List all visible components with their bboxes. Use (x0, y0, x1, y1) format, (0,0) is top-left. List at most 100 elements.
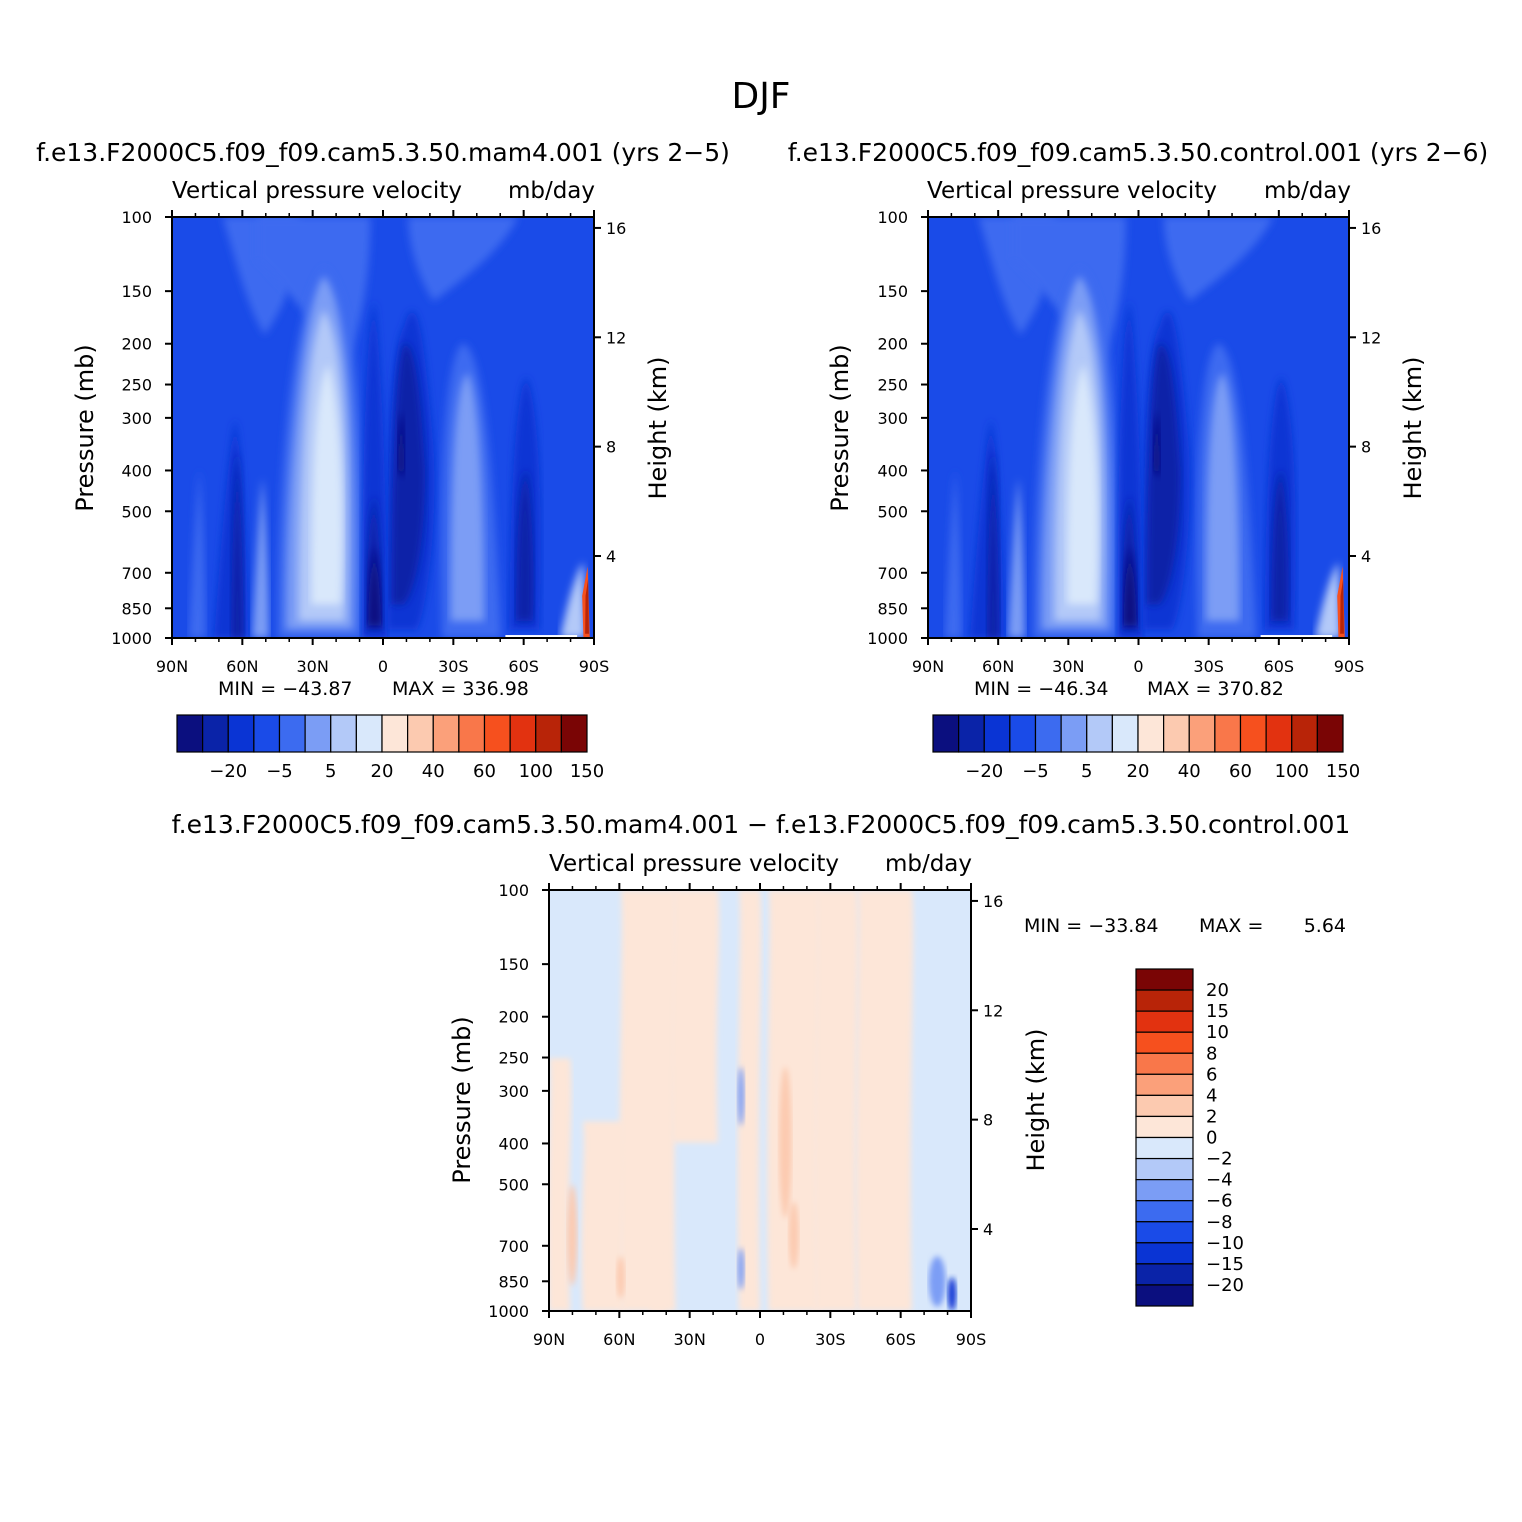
panel2-colorbar-box (1111, 714, 1139, 753)
panel2-ytick-label: 150 (877, 282, 908, 301)
panel3-contour-anomaly (788, 1201, 799, 1269)
panel1-colorbar-label: 100 (519, 761, 553, 782)
panel1-ytick-label: 200 (121, 335, 152, 354)
panel2-y2tick-label: 12 (1361, 328, 1381, 347)
panel3-colorbar-label: 0 (1206, 1128, 1217, 1149)
panel3-contour-positive (649, 1100, 669, 1311)
panel3-contour-positive (670, 890, 720, 1143)
panel3-colorbar-label: 8 (1206, 1043, 1217, 1064)
panel3-ylabel: Pressure (mb) (448, 1016, 476, 1183)
panel3-contour-positive (619, 890, 677, 1311)
panel1-ytick-label: 850 (121, 599, 152, 618)
panel3-contour-anomaly (928, 1256, 946, 1307)
panel2-ytick-label: 100 (877, 208, 908, 227)
panel3-y2tick-label: 8 (983, 1111, 993, 1130)
panel2-contour-core (1153, 410, 1160, 479)
panel2-colorbar-label: 150 (1326, 761, 1360, 782)
panel3-colorbar-label: −20 (1206, 1275, 1244, 1296)
panel3-colorbar-label: 15 (1206, 1001, 1229, 1022)
panel1-contour-core (368, 545, 381, 626)
panel1-contour-core (515, 469, 534, 622)
panel2-y2tick-label: 8 (1361, 438, 1371, 457)
panel3-ytick-label: 1000 (488, 1302, 529, 1321)
panel3-contour-anomaly (947, 1277, 957, 1311)
panel1-colorbar-box (509, 714, 537, 753)
panel2-ticks: 100 150 200 250 300 400 500 700 850 1000 16 12 8 4 90N… (867, 208, 1381, 676)
panel1-colorbar-label: 150 (570, 761, 604, 782)
panel3-colorbar-box (1135, 1073, 1194, 1096)
panel2-mask-strip (1260, 635, 1333, 638)
panel1-colorbar-label: 60 (473, 761, 496, 782)
panel1-xtick-label: 60S (508, 657, 539, 676)
panel2-colorbar-box (1009, 714, 1037, 753)
panel1-contour-streak (188, 469, 206, 638)
panel3-colorbar-label: 10 (1206, 1022, 1229, 1043)
panel1-ticks: 100 150 200 250 300 400 500 700 850 1000 16 12 8 4 90N… (111, 208, 626, 676)
panel2-colorbar-label: 5 (1081, 761, 1092, 782)
panel3-xtick-label: 0 (755, 1330, 765, 1349)
panel2-ytick-label: 250 (877, 376, 908, 395)
panel3-title: Vertical pressure velocity (549, 851, 839, 877)
panel3-colorbar-label: 4 (1206, 1085, 1217, 1106)
panel3-colorbar-label: −6 (1206, 1191, 1233, 1212)
panel1-min-label: MIN = −43.87 (218, 678, 353, 700)
panel3-colorbar-label: −15 (1206, 1254, 1244, 1275)
panel3-colorbar-box (1135, 1157, 1194, 1181)
panel2-contour-rim (1315, 562, 1341, 638)
panel3-contour-positive (737, 890, 762, 1311)
panel2-contour-plume (1205, 372, 1240, 622)
panel2-colorbar-box (1086, 714, 1113, 753)
panel2-ytick-label: 200 (877, 335, 908, 354)
panel3-contour-anomaly (737, 1066, 745, 1126)
panel1-colorbar-box (535, 714, 562, 753)
panel3-max-label: MAX = (1199, 915, 1263, 937)
panel1-mask-strip (505, 635, 578, 638)
panel2-units: mb/day (1264, 178, 1351, 204)
panel1-colorbar-box (355, 714, 383, 753)
panel1-colorbar-box (176, 714, 204, 753)
panel1-ytick-label: 100 (121, 208, 152, 227)
panel3-min-label: MIN = −33.84 (1024, 915, 1159, 937)
panel3-ytick-label: 250 (498, 1049, 529, 1068)
panel1-colorbar: −20 −5 5 20 40 60 100 150 (176, 714, 604, 782)
panel1-units: mb/day (508, 178, 595, 204)
panel1-contour-streak (252, 478, 270, 638)
panel1-y2tick-label: 12 (606, 328, 626, 347)
panel1-max-label: MAX = 336.98 (392, 678, 529, 700)
panel2-ytick-label: 400 (877, 461, 908, 480)
panel1-ytick-label: 250 (121, 376, 152, 395)
panel2-title: Vertical pressure velocity (927, 178, 1217, 204)
panel1-y2tick-label: 8 (606, 438, 616, 457)
panel3-contour-positive (767, 890, 821, 1311)
panel2-min-label: MIN = −46.34 (974, 678, 1109, 700)
panel1-contour-rim (560, 562, 586, 638)
panel3-colorbar-box (1135, 1115, 1194, 1139)
panel3-contour-positive (813, 890, 859, 1311)
panel2-ytick-label: 500 (877, 502, 908, 521)
panel3-contour-positive (549, 1058, 572, 1311)
panel3-ytick-label: 300 (498, 1082, 529, 1101)
panel3-colorbar-box (1135, 1221, 1194, 1244)
panel3-ytick-label: 100 (498, 881, 529, 900)
panel2-contour-streak (944, 469, 962, 638)
panel1-xtick-label: 30N (297, 657, 329, 676)
panel2-colorbar-box (1188, 714, 1216, 753)
panel3-xtick-label: 30S (815, 1330, 846, 1349)
panel3-ytick-label: 850 (498, 1272, 529, 1291)
panel2-xtick-label: 30S (1193, 657, 1224, 676)
panel2-xtick-label: 90N (912, 657, 944, 676)
panel3-contour-positive (581, 1121, 627, 1311)
panel3-ytick-label: 400 (498, 1134, 529, 1153)
panel3-xtick-label: 30N (674, 1330, 706, 1349)
panel3-field (549, 890, 971, 1311)
panel1-colorbar-box (330, 714, 357, 753)
panel2-colorbar-box (1265, 714, 1293, 753)
panel3-y2tick-label: 4 (983, 1220, 993, 1239)
panel2-colorbar-box (932, 714, 960, 753)
panel2-xtick-label: 90S (1334, 657, 1365, 676)
panel2-colorbar-box (983, 714, 1011, 753)
panel1-y2tick-label: 4 (606, 547, 616, 566)
panel3-colorbar-label: 2 (1206, 1106, 1217, 1127)
panel1-colorbar-box (560, 714, 588, 753)
